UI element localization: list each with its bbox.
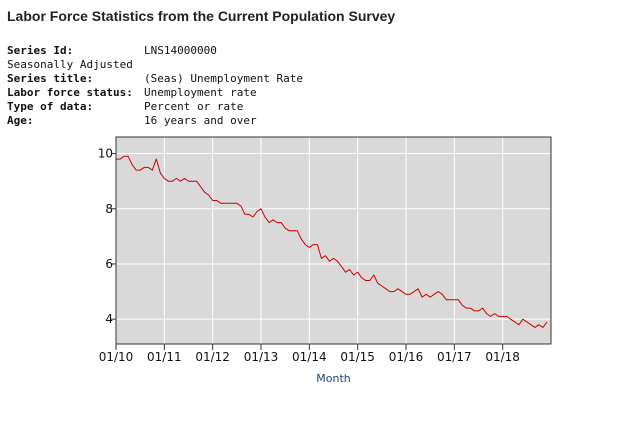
x-tick-label: 01/16	[389, 350, 424, 364]
age-value: 16 years and over	[144, 114, 257, 127]
x-tick-label: 01/10	[99, 350, 134, 364]
x-axis-label: Month	[316, 372, 351, 385]
x-tick-label: 01/11	[147, 350, 182, 364]
plot-frame	[115, 136, 552, 345]
y-tick-label: 10	[98, 147, 113, 161]
meta-row-series-id: Series Id: LNS14000000	[7, 44, 303, 58]
x-tick-label: 01/15	[340, 350, 375, 364]
series-title-label: Series title:	[7, 72, 94, 85]
x-tick-label: 01/12	[195, 350, 230, 364]
plot-area	[116, 137, 551, 344]
seasonal-adjustment-text: Seasonally Adjusted	[7, 58, 133, 71]
series-id-value: LNS14000000	[144, 44, 217, 57]
meta-row-data-type: Type of data: Percent or rate	[7, 100, 303, 114]
y-tick-label: 6	[105, 257, 113, 271]
x-tick-label: 01/17	[437, 350, 472, 364]
x-tick-label: 01/18	[485, 350, 520, 364]
age-label: Age:	[7, 114, 34, 127]
meta-row-adjustment: Seasonally Adjusted	[7, 58, 303, 72]
series-layer	[116, 155, 548, 328]
meta-row-series-title: Series title: (Seas) Unemployment Rate	[7, 72, 303, 86]
data-type-label: Type of data:	[7, 100, 94, 113]
lf-status-value: Unemployment rate	[144, 86, 257, 99]
series-title-value: (Seas) Unemployment Rate	[144, 72, 303, 85]
lf-status-label: Labor force status:	[7, 86, 133, 99]
series-line-unemployment-rate	[116, 155, 548, 328]
x-tick-label: 01/13	[244, 350, 279, 364]
meta-row-lf-status: Labor force status: Unemployment rate	[7, 86, 303, 100]
page-title: Labor Force Statistics from the Current …	[7, 8, 396, 24]
data-type-value: Percent or rate	[144, 100, 244, 113]
gridlines	[116, 137, 551, 344]
x-tick-label: 01/14	[292, 350, 327, 364]
series-metadata: Series Id: LNS14000000 Seasonally Adjuste…	[7, 44, 303, 128]
y-tick-label: 4	[105, 312, 113, 326]
meta-row-age: Age: 16 years and over	[7, 114, 303, 128]
axis-layer: 4 6 8 10 01/10 01/11 01/12 01/13 01/14 01/15 01/16…	[98, 147, 520, 364]
y-tick-label: 8	[105, 202, 113, 216]
series-id-label: Series Id:	[7, 44, 74, 57]
